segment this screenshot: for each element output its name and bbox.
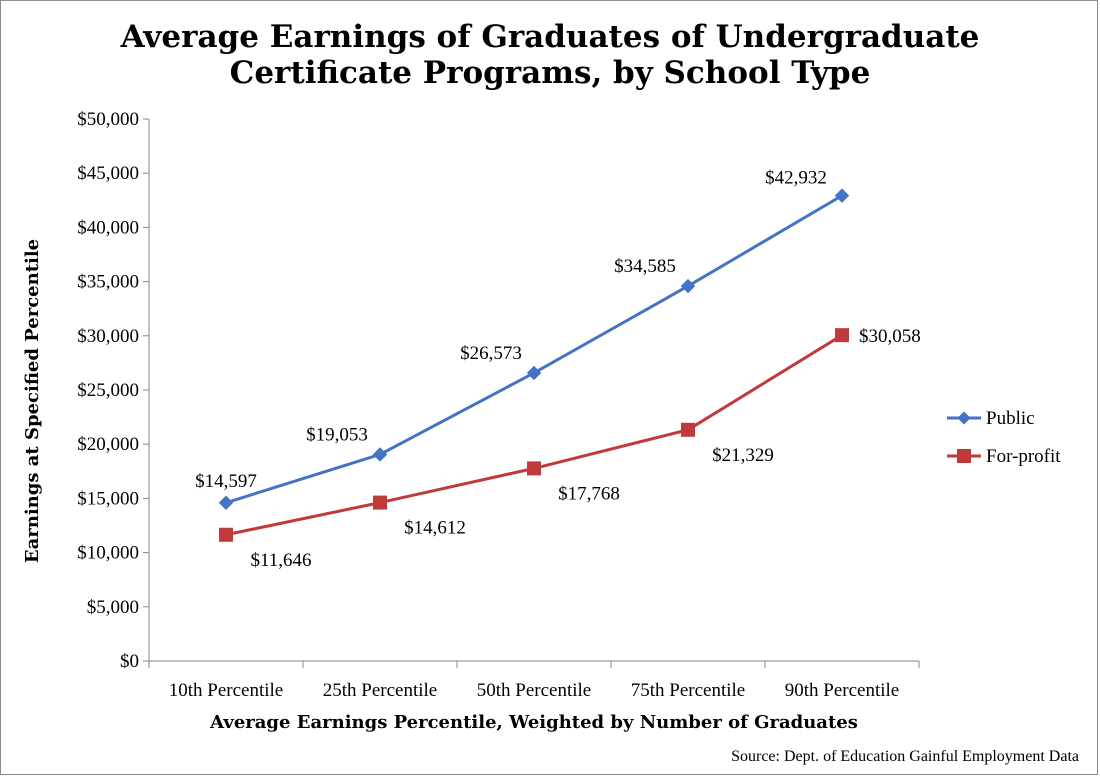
data-point-public — [834, 188, 850, 203]
y-axis: $0 $5,000 $10,000 $15,000 $20,000 $25,000 $30,… — [77, 109, 150, 672]
y-tick-label: $30,000 — [77, 326, 139, 347]
chart-title: Average Earnings of Graduates of Undergr… — [120, 19, 980, 91]
data-label-public: $14,597 — [195, 471, 257, 492]
y-tick-label: $40,000 — [77, 217, 139, 238]
y-tick-label: $0 — [120, 651, 139, 672]
data-point-for-profit — [527, 461, 541, 476]
data-label-public: $34,585 — [614, 256, 676, 277]
chart-title-line: Certificate Programs, by School Type — [230, 55, 871, 91]
y-tick-label: $25,000 — [77, 380, 139, 401]
data-point-for-profit — [835, 328, 849, 343]
legend-marker-for-profit — [957, 449, 971, 463]
legend-label: Public — [986, 408, 1035, 429]
x-tick-label: 50th Percentile — [477, 680, 592, 701]
x-tick-label: 90th Percentile — [785, 680, 900, 701]
data-labels: $14,597 $19,053 $26,573 $34,585 $42,932 $11,6… — [195, 168, 921, 571]
data-label-for-profit: $30,058 — [859, 326, 921, 347]
legend: Public For-profit — [947, 408, 1061, 467]
data-label-for-profit: $21,329 — [712, 445, 774, 466]
data-point-public — [218, 495, 234, 510]
x-tick-label: 10th Percentile — [169, 680, 284, 701]
data-point-public — [680, 278, 696, 294]
series-lines — [218, 188, 850, 542]
y-tick-label: $20,000 — [77, 434, 139, 455]
y-tick-label: $5,000 — [87, 597, 139, 618]
chart-title-line: Average Earnings of Graduates of Undergr… — [120, 19, 980, 55]
data-label-public: $42,932 — [765, 168, 827, 189]
x-tick-label: 75th Percentile — [631, 680, 746, 701]
x-tick-label: 25th Percentile — [323, 680, 438, 701]
x-axis-label: Average Earnings Percentile, Weighted by… — [209, 712, 858, 733]
data-label-public: $26,573 — [460, 343, 522, 364]
data-label-for-profit: $17,768 — [558, 483, 620, 504]
data-label-for-profit: $14,612 — [404, 518, 466, 539]
data-point-for-profit — [219, 527, 233, 542]
y-tick-label: $45,000 — [77, 163, 139, 184]
y-tick-label: $10,000 — [77, 543, 139, 564]
legend-label: For-profit — [986, 446, 1061, 467]
data-point-for-profit — [681, 422, 695, 437]
data-label-public: $19,053 — [306, 424, 368, 445]
data-label-for-profit: $11,646 — [250, 550, 311, 571]
y-tick-label: $15,000 — [77, 488, 139, 509]
data-point-public — [372, 447, 388, 462]
source-note: Source: Dept. of Education Gainful Emplo… — [731, 748, 1079, 765]
y-tick-label: $35,000 — [77, 272, 139, 293]
y-tick-label: $50,000 — [77, 109, 139, 130]
data-point-for-profit — [373, 495, 387, 510]
x-axis: 10th Percentile 25th Percentile 50th Perce… — [148, 660, 920, 701]
data-point-public — [526, 365, 542, 381]
y-axis-label: Earnings at Specified Percentile — [22, 239, 43, 563]
legend-marker-public — [957, 411, 971, 425]
